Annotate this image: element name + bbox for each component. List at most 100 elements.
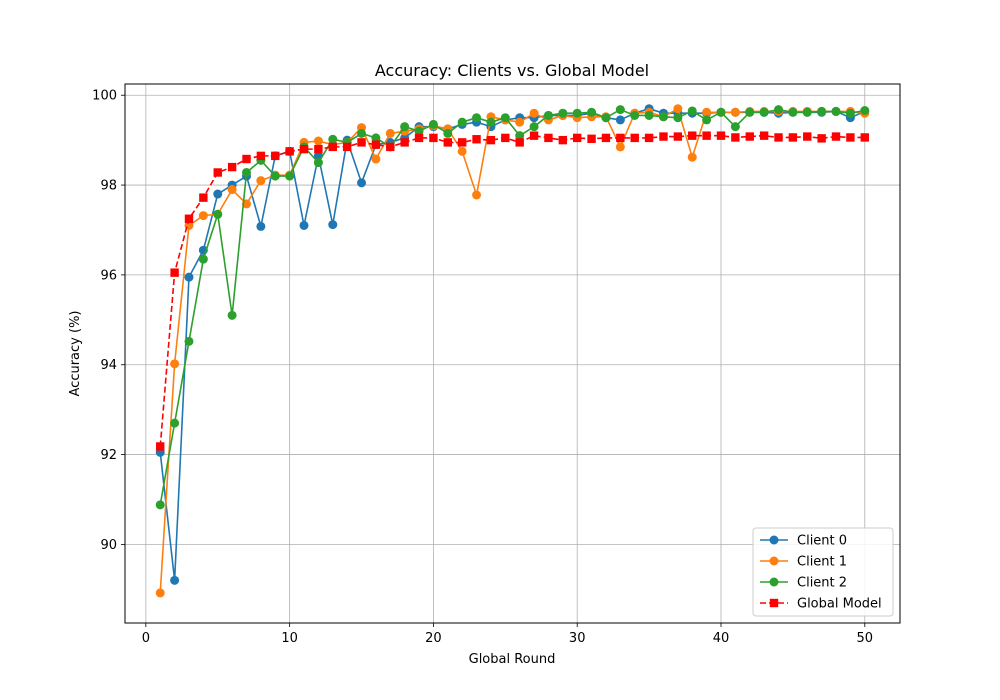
data-point [227,162,237,172]
data-point [615,115,625,125]
data-point [155,500,165,510]
data-point [515,117,525,127]
data-point [573,133,582,143]
data-point [371,140,381,149]
x-tick-label: 10 [281,631,298,646]
data-point [759,131,769,140]
data-point [256,176,266,186]
data-point [845,108,855,118]
data-point [385,128,395,138]
data-point [472,113,482,123]
data-point [688,131,697,140]
data-point [702,131,711,140]
data-point [472,190,482,200]
data-point [730,122,740,132]
data-point [601,113,611,123]
x-tick-label: 30 [569,631,586,646]
data-point [457,146,467,156]
data-point [328,142,337,152]
data-point [616,133,625,143]
legend-item: Client 0 [760,534,847,549]
data-point [241,167,251,177]
data-point [716,131,726,140]
x-tick-label: 20 [425,631,442,646]
data-point [673,132,683,141]
data-point [170,359,180,369]
legend-label: Global Model [797,597,882,612]
legend-item: Client 1 [760,555,847,570]
data-point [213,168,222,177]
data-point [486,117,496,127]
series-line-global-model [159,134,865,447]
data-point [299,144,309,154]
y-tick-label: 100 [92,89,117,104]
data-point [702,115,712,125]
data-point [357,128,367,138]
data-point [342,142,352,152]
plot-series [155,104,870,598]
data-point [400,122,410,132]
data-point [271,151,280,161]
data-point [803,132,812,141]
plot-frame [124,83,901,624]
data-point [587,134,596,143]
y-tick-label: 94 [100,358,117,373]
data-point [155,588,165,598]
legend-box [752,527,894,617]
data-point [774,133,783,142]
data-point [831,132,841,141]
data-point [774,105,784,115]
data-point [659,132,668,141]
data-point [371,133,381,143]
data-point [184,214,194,223]
series-line-client-1 [159,107,865,593]
data-point [386,142,395,152]
data-point [846,133,855,142]
data-point [630,110,640,120]
y-tick-label: 96 [100,268,117,283]
data-point [817,134,826,143]
x-tick-label: 50 [856,631,873,646]
data-point [860,106,870,116]
series-line-client-2 [159,108,865,506]
legend-item: Client 2 [760,576,847,591]
data-point [170,268,179,277]
data-point [630,133,639,143]
legend-marker [769,535,779,545]
data-point [515,138,524,147]
data-point [716,107,726,117]
data-point [357,178,367,188]
chart-title: Accuracy: Clients vs. Global Model [375,61,649,80]
data-point [256,221,266,231]
data-point [702,107,712,117]
data-point [687,152,697,162]
data-point [270,171,280,181]
data-point [314,144,323,154]
x-axis-label: Global Round [469,652,556,667]
data-point [500,113,510,123]
data-point [687,106,697,116]
data-point [587,107,597,117]
legend: Client 0 Client 1 Client 2 Global Model [752,527,894,617]
data-point [285,147,294,156]
data-point [156,442,165,451]
data-point [242,154,251,164]
data-point [371,154,381,164]
data-point [788,107,798,117]
legend-marker [769,577,779,587]
data-point [457,117,467,127]
data-point [414,126,424,136]
data-point [213,189,223,199]
y-axis-label: Accuracy (%) [68,311,83,397]
data-point [615,142,625,152]
data-point [745,107,755,117]
data-point [184,336,194,346]
series-client-1 [155,104,870,598]
data-point [357,138,366,147]
data-point [184,272,194,282]
data-point [198,254,208,264]
data-point [256,151,266,161]
legend-label: Client 2 [797,576,847,591]
data-point [443,128,453,138]
